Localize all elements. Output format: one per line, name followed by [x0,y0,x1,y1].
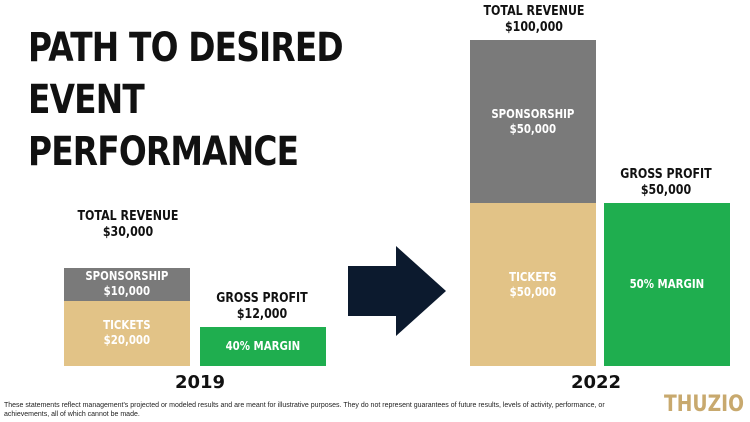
profit-bar-2022: 50% MARGIN [604,203,730,366]
sponsorship-name-2022: SPONSORSHIP [491,106,575,121]
year-label-2022: 2022 [570,372,622,393]
brand-logo: THUZIO [664,392,745,417]
sponsorship-value-2022: $50,000 [509,121,557,136]
profit-label-2022: GROSS PROFIT $50,000 [598,167,734,199]
page-title: PATH TO DESIRED EVENT PERFORMANCE [28,22,372,178]
title-line-2: EVENT PERFORMANCE [28,77,299,175]
profit-title-2022: GROSS PROFIT [620,167,712,182]
sponsorship-segment-2019: SPONSORSHIP $10,000 [64,268,190,301]
tickets-segment-2022: TICKETS $50,000 [470,203,596,366]
tickets-segment-2019: TICKETS $20,000 [64,300,190,366]
tickets-value-2019: $20,000 [103,333,151,348]
revenue-value-2022: $100,000 [504,20,564,35]
disclaimer-text: These statements reflect management's pr… [4,402,605,418]
profit-value-2019: $12,000 [236,306,288,322]
revenue-bar-2019: SPONSORSHIP $10,000 TICKETS $20,000 [64,268,190,366]
revenue-title-2019: TOTAL REVENUE [77,209,179,224]
sponsorship-segment-2022: SPONSORSHIP $50,000 [470,40,596,203]
revenue-bar-2022: SPONSORSHIP $50,000 TICKETS $50,000 [470,40,596,366]
profit-title-2019: GROSS PROFIT [216,290,308,306]
tickets-name-2019: TICKETS [103,318,151,333]
margin-2022: 50% MARGIN [604,203,730,366]
sponsorship-value-2019: $10,000 [103,284,151,299]
profit-label-2019: GROSS PROFIT $12,000 [194,291,330,323]
revenue-label-2019: TOTAL REVENUE $30,000 [58,209,198,241]
sponsorship-name-2019: SPONSORSHIP [85,269,169,284]
year-label-2019: 2019 [174,372,226,393]
revenue-value-2019: $30,000 [102,225,154,240]
title-line-1: PATH TO DESIRED [28,25,344,71]
tickets-value-2022: $50,000 [509,284,557,299]
margin-label-2019: 40% MARGIN [225,338,301,353]
margin-label-2022: 50% MARGIN [629,277,705,291]
tickets-name-2022: TICKETS [509,269,557,284]
revenue-label-2022: TOTAL REVENUE $100,000 [464,4,604,36]
revenue-title-2022: TOTAL REVENUE [483,4,585,19]
right-arrow-icon [348,246,446,336]
profit-bar-2019: 40% MARGIN [200,326,326,366]
margin-2019: 40% MARGIN [200,327,326,366]
profit-value-2022: $50,000 [640,183,692,198]
